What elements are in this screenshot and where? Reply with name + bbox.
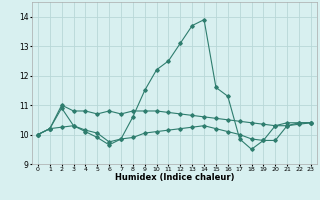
X-axis label: Humidex (Indice chaleur): Humidex (Indice chaleur) (115, 173, 234, 182)
